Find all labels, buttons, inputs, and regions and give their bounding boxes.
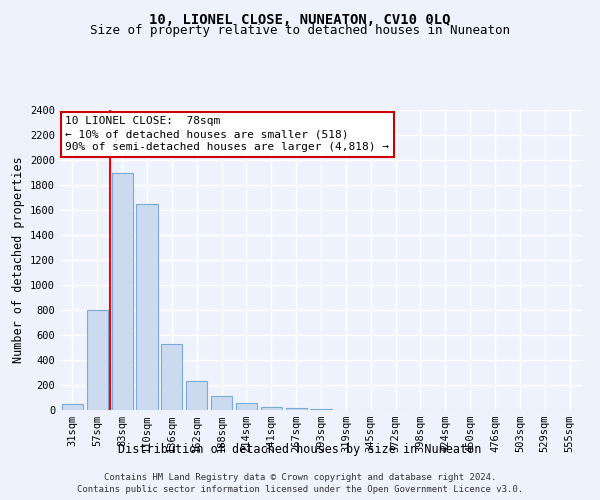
Text: Distribution of detached houses by size in Nuneaton: Distribution of detached houses by size …	[118, 442, 482, 456]
Text: 10, LIONEL CLOSE, NUNEATON, CV10 0LQ: 10, LIONEL CLOSE, NUNEATON, CV10 0LQ	[149, 12, 451, 26]
Bar	[236, 403, 257, 410]
Text: Contains public sector information licensed under the Open Government Licence v3: Contains public sector information licen…	[77, 485, 523, 494]
Text: 10 LIONEL CLOSE:  78sqm
← 10% of detached houses are smaller (518)
90% of semi-d: 10 LIONEL CLOSE: 78sqm ← 10% of detached…	[65, 116, 389, 152]
Text: Size of property relative to detached houses in Nuneaton: Size of property relative to detached ho…	[90, 24, 510, 37]
Bar	[136, 204, 158, 410]
Text: Contains HM Land Registry data © Crown copyright and database right 2024.: Contains HM Land Registry data © Crown c…	[104, 472, 496, 482]
Y-axis label: Number of detached properties: Number of detached properties	[11, 156, 25, 364]
Bar	[211, 396, 232, 410]
Bar	[112, 172, 133, 410]
Bar	[161, 344, 182, 410]
Bar	[87, 310, 108, 410]
Bar	[186, 380, 207, 410]
Bar	[286, 408, 307, 410]
Bar	[62, 404, 83, 410]
Bar	[261, 407, 282, 410]
